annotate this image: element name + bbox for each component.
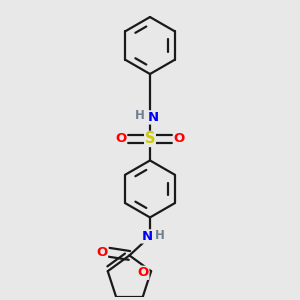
Text: O: O	[115, 132, 127, 146]
Text: S: S	[145, 131, 155, 146]
Text: O: O	[96, 246, 107, 259]
Text: O: O	[138, 266, 149, 279]
Text: H: H	[155, 229, 165, 242]
Text: N: N	[148, 111, 159, 124]
Text: O: O	[173, 132, 185, 146]
Text: N: N	[141, 230, 152, 243]
Text: H: H	[135, 109, 145, 122]
